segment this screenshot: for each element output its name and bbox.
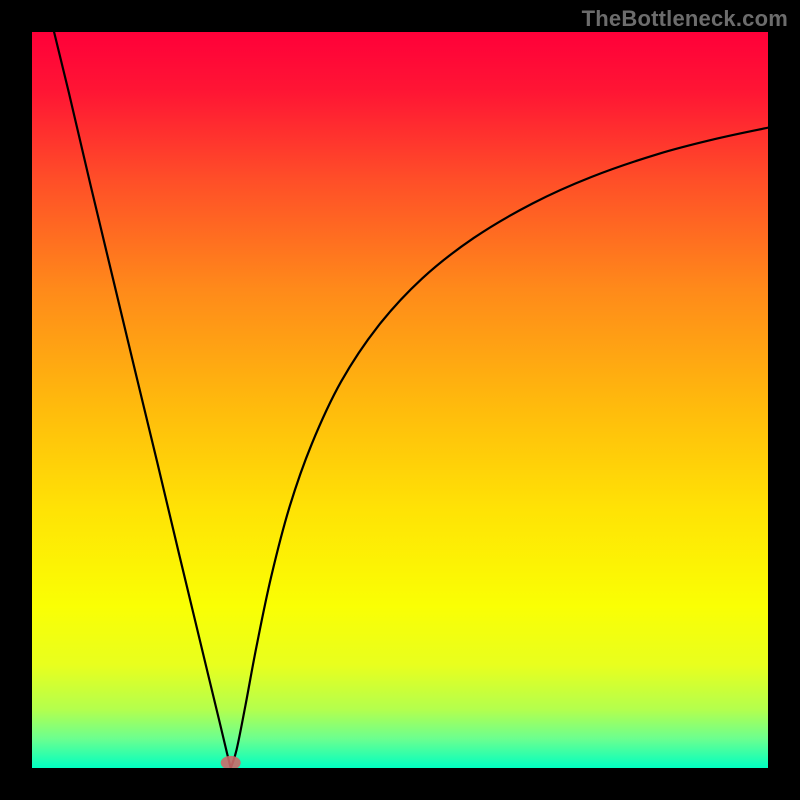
bottleneck-curve — [32, 32, 768, 768]
plot-area — [32, 32, 768, 768]
min-marker — [221, 756, 241, 768]
chart-frame: TheBottleneck.com — [0, 0, 800, 800]
source-watermark: TheBottleneck.com — [582, 6, 788, 32]
